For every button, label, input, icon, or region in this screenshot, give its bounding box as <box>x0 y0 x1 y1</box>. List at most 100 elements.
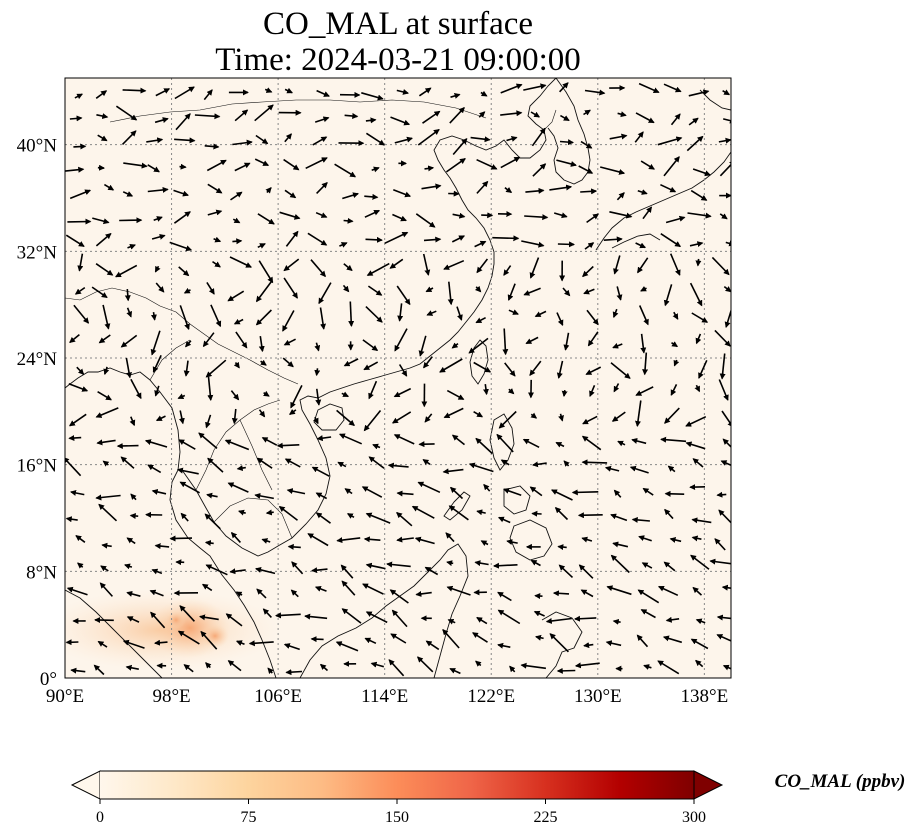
wind-arrow <box>69 115 83 122</box>
colorbar-label: CO_MAL (ppbv) <box>775 771 906 792</box>
wind-arrow <box>559 139 574 146</box>
wind-arrow <box>316 181 328 194</box>
wind-arrow <box>364 193 379 200</box>
wind-arrow <box>314 342 321 352</box>
wind-arrow <box>470 136 491 143</box>
wind-arrow <box>417 481 441 494</box>
wind-arrow <box>179 163 187 170</box>
sumatra-coast <box>65 589 163 678</box>
wind-arrow <box>364 209 381 218</box>
wind-arrow <box>307 533 329 547</box>
wind-arrow <box>496 433 514 453</box>
wind-arrow <box>642 206 653 220</box>
wind-arrow <box>529 257 540 279</box>
wind-arrow <box>68 413 87 427</box>
wind-arrow <box>258 260 274 284</box>
wind-arrow <box>445 158 466 173</box>
wind-arrow <box>70 667 86 674</box>
wind-arrow <box>152 354 162 373</box>
wind-arrow <box>362 339 379 352</box>
wind-arrow <box>205 414 212 429</box>
wind-arrow <box>261 538 271 544</box>
wind-arrow <box>230 390 240 401</box>
wind-arrow <box>474 560 489 567</box>
wind-arrow <box>690 638 709 650</box>
wind-arrow <box>169 241 193 252</box>
wind-arrow <box>258 335 265 353</box>
wind-arrow <box>660 183 677 193</box>
wind-arrow <box>691 517 712 524</box>
wind-arrow <box>637 189 648 195</box>
wind-arrow <box>91 286 108 299</box>
wind-arrow <box>551 489 573 501</box>
wind-arrow <box>313 416 319 425</box>
wind-arrow <box>265 187 272 194</box>
wind-arrow <box>205 662 212 669</box>
korea-coast <box>547 78 591 185</box>
wind-arrow <box>667 465 676 473</box>
longitude-tick-label: 106°E <box>254 686 302 707</box>
wind-arrow <box>613 255 621 275</box>
wind-arrow <box>643 664 652 670</box>
wind-arrow <box>70 490 85 496</box>
wind-arrow <box>523 83 547 91</box>
wind-arrow <box>641 562 653 569</box>
wind-arrow <box>95 494 121 501</box>
wind-arrow <box>174 86 195 100</box>
wind-arrow <box>411 505 435 519</box>
wind-arrow <box>443 407 464 419</box>
wind-arrow <box>664 407 680 424</box>
wind-arrow <box>194 113 221 120</box>
wind-arrow <box>255 566 276 575</box>
wind-arrow <box>396 536 414 543</box>
wind-arrow <box>669 537 682 543</box>
wind-arrow <box>69 333 80 344</box>
wind-arrow <box>561 389 568 397</box>
wind-arrow <box>451 342 459 349</box>
colorbar-gradient <box>100 771 694 799</box>
wind-arrow <box>553 212 568 219</box>
wind-arrow <box>234 162 251 172</box>
wind-arrow <box>549 184 573 191</box>
wind-arrow <box>686 135 704 152</box>
wind-arrow <box>314 116 330 123</box>
wind-arrow <box>574 662 600 669</box>
wind-arrow <box>423 236 442 243</box>
wind-arrow <box>125 357 132 379</box>
wind-arrow <box>314 368 321 377</box>
wind-arrow <box>692 458 704 468</box>
wind-arrow <box>315 512 331 524</box>
wind-arrow <box>125 664 139 671</box>
wind-arrow <box>206 492 218 499</box>
wind-arrow <box>183 360 190 377</box>
wind-arrow <box>640 333 647 354</box>
indochina-coast <box>181 78 557 557</box>
wind-arrow <box>612 618 621 625</box>
wind-arrow <box>447 281 454 306</box>
wind-arrow <box>439 358 463 373</box>
wind-arrow <box>65 516 78 523</box>
wind-arrow <box>725 240 731 247</box>
wind-arrow <box>449 486 464 500</box>
wind-arrow <box>337 461 347 468</box>
wind-arrow <box>97 134 108 142</box>
wind-arrow <box>640 285 647 292</box>
wind-arrow <box>563 332 570 351</box>
wind-arrow <box>74 93 83 100</box>
wind-arrow <box>236 465 246 472</box>
wind-arrow <box>230 531 241 543</box>
wind-arrow <box>154 385 161 397</box>
wind-arrow <box>631 438 647 445</box>
wind-arrow <box>279 211 301 220</box>
colorbar-tick-label: 0 <box>96 809 104 826</box>
wind-arrow <box>200 630 218 650</box>
wind-arrow <box>366 262 390 277</box>
wind-arrow <box>150 330 161 356</box>
wind-arrow <box>339 242 348 248</box>
wind-arrow <box>147 186 169 193</box>
wind-arrow <box>450 93 461 99</box>
wind-arrow <box>282 310 295 332</box>
wind-arrow <box>371 166 380 173</box>
wind-arrow <box>178 410 185 425</box>
wind-arrow <box>392 213 407 222</box>
